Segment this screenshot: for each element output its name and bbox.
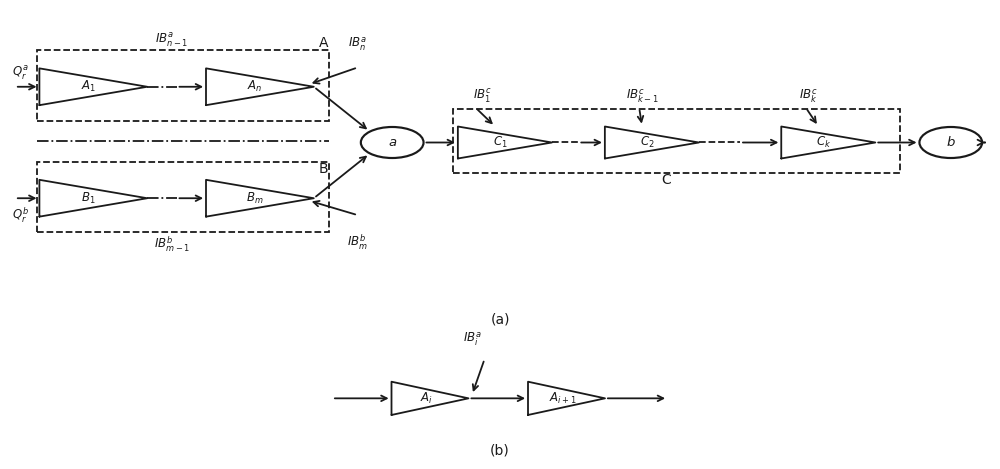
Text: $A_i$: $A_i$ [420, 391, 433, 406]
Text: (b): (b) [490, 443, 510, 457]
Bar [453, 109, 900, 173]
Text: C: C [662, 173, 671, 187]
Text: $Q_r^b$: $Q_r^b$ [12, 205, 29, 225]
Text: $B_1$: $B_1$ [81, 191, 96, 206]
Text: $IB_m^b$: $IB_m^b$ [347, 232, 368, 251]
Text: $IB_{n-1}^a$: $IB_{n-1}^a$ [155, 31, 188, 49]
Text: $IB_n^a$: $IB_n^a$ [348, 35, 367, 53]
Text: (a): (a) [490, 312, 510, 326]
Text: $C_2$: $C_2$ [640, 135, 654, 150]
Text: $Q_r^a$: $Q_r^a$ [12, 64, 29, 82]
Text: $IB_i^a$: $IB_i^a$ [463, 331, 481, 348]
Text: B: B [319, 162, 328, 176]
Text: $IB_{k-1}^c$: $IB_{k-1}^c$ [626, 88, 659, 105]
Text: $C_k$: $C_k$ [816, 135, 831, 150]
Text: $IB_1^c$: $IB_1^c$ [473, 88, 492, 105]
Bar [37, 51, 328, 121]
Text: $C_1$: $C_1$ [493, 135, 507, 150]
Text: $IB_k^c$: $IB_k^c$ [799, 88, 818, 105]
Bar [37, 162, 328, 232]
Text: $b$: $b$ [946, 136, 956, 150]
Text: $A_n$: $A_n$ [247, 79, 263, 94]
Text: A: A [319, 37, 328, 51]
Text: $A_1$: $A_1$ [81, 79, 96, 94]
Text: $B_m$: $B_m$ [246, 191, 264, 206]
Text: $IB_{m-1}^b$: $IB_{m-1}^b$ [154, 234, 190, 254]
Text: $A_{i+1}$: $A_{i+1}$ [549, 391, 577, 406]
Text: $a$: $a$ [388, 136, 397, 149]
